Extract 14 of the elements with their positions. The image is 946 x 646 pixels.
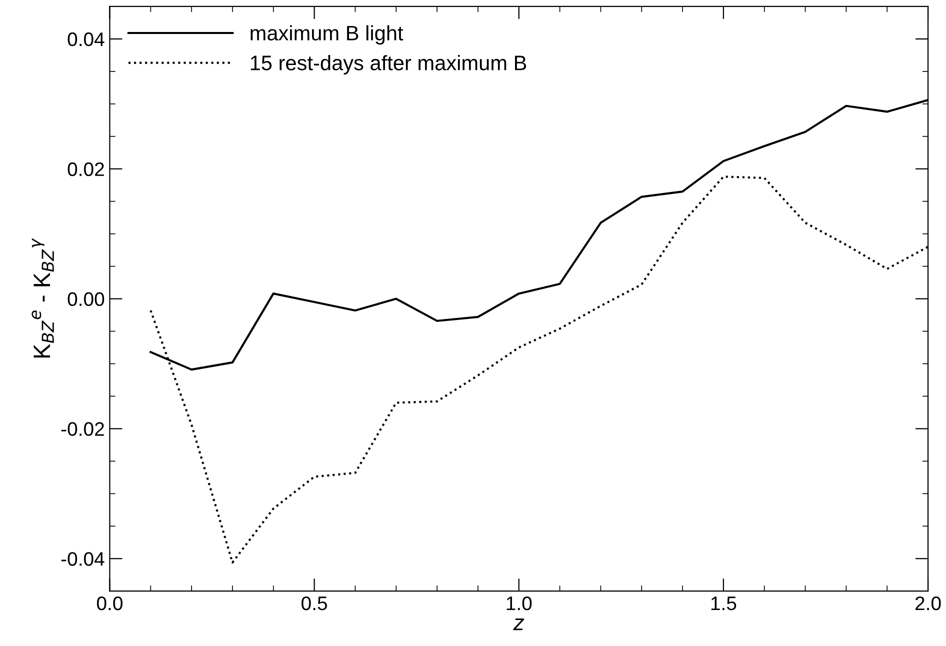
y-tick-label: -0.02 xyxy=(61,422,104,436)
x-tick-label: 1.5 xyxy=(711,596,736,610)
x-tick-label: 2.0 xyxy=(915,596,941,610)
y-tick-label: 0.04 xyxy=(68,32,104,46)
x-tick-label: 1.0 xyxy=(506,596,532,610)
x-tick-label: 0.0 xyxy=(96,596,122,610)
x-axis-title: z xyxy=(513,618,524,630)
legend-label: maximum B light xyxy=(250,25,404,45)
legend-label: 15 rest-days after maximum B xyxy=(250,55,526,74)
x-tick-label: 0.5 xyxy=(302,596,328,610)
y-tick-label: 0.00 xyxy=(68,292,104,306)
y-tick-label: 0.02 xyxy=(68,162,104,176)
y-tick-label: -0.04 xyxy=(61,552,104,566)
y-axis-title: K$_{BZ}$$^{e}$ - K$_{BZ}$$^{γ}$ xyxy=(32,238,54,358)
